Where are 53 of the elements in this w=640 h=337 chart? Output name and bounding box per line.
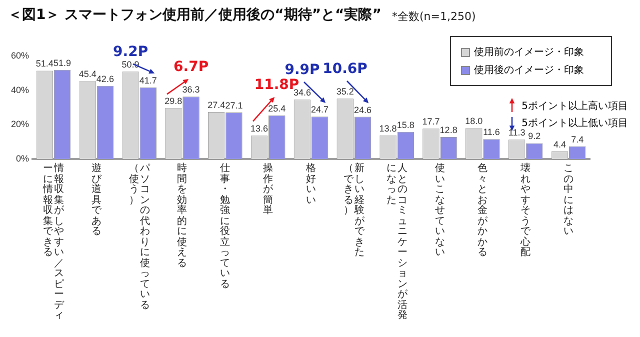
- data-label: 24.7: [311, 104, 329, 115]
- data-label: 51.4: [36, 58, 54, 69]
- x-tick-label: 操作が簡単: [263, 163, 274, 216]
- category-label: 新しい経験ができた（できる）: [343, 163, 364, 258]
- x-tick-label: この中にはない: [564, 163, 574, 237]
- data-label: 50.9: [122, 60, 140, 70]
- data-label: 13.8: [379, 123, 397, 134]
- data-label: 11.6: [483, 127, 500, 138]
- category-label: パソコンの代わりに使っている（使う）: [128, 163, 150, 310]
- chart-title: ＜図1＞ スマートフォン使用前／使用後の“期待”と“実際”: [8, 6, 382, 24]
- data-label: 15.8: [396, 120, 414, 130]
- data-label: 9.2: [528, 131, 541, 142]
- annotation: 9.2P: [113, 44, 148, 60]
- chart-subtitle: *全数(n=1,250): [392, 9, 476, 24]
- data-label: 7.4: [571, 134, 584, 144]
- data-label: 27.4: [208, 100, 226, 110]
- category-label: 使いこなせていない: [434, 163, 445, 258]
- data-label: 12.8: [440, 125, 458, 136]
- legend-label: 使用前のイメージ・印象: [473, 46, 585, 59]
- annotation: 9.9P: [284, 62, 320, 78]
- annotation: 5ポイント以上高い項目: [520, 100, 628, 113]
- category-label: 情報収集がしやすい／スピーディーに情報収集できる: [42, 163, 64, 321]
- data-label: 18.0: [465, 116, 483, 126]
- category-label: 壊れやすそうで心配: [520, 163, 531, 258]
- legend-label: 使用後のイメージ・印象: [473, 64, 585, 77]
- annotation: 5ポイント以上低い項目: [520, 116, 628, 129]
- x-tick-label: 格好いい: [306, 163, 316, 206]
- data-label: 27.1: [225, 100, 243, 110]
- data-label: 29.8: [164, 96, 182, 106]
- y-tick-label: 0%: [16, 153, 30, 164]
- category-label: 色々とお金がかかる: [478, 163, 488, 258]
- x-tick-label: 遊び道具である: [91, 163, 102, 237]
- data-label: 51.9: [54, 58, 72, 68]
- category-label: 人とのコミュニケーションが活発になった: [386, 163, 408, 321]
- data-label: 34.6: [293, 88, 311, 98]
- data-label: 24.6: [354, 104, 372, 115]
- category-label: 仕事・勉強に役立っている: [220, 163, 230, 290]
- data-label: 11.3: [508, 128, 526, 138]
- y-tick-label: 40%: [11, 84, 30, 95]
- annotation: 6.7P: [174, 58, 209, 75]
- y-tick-label: 20%: [11, 119, 30, 130]
- data-label: 45.4: [78, 69, 96, 80]
- annotation: 10.6P: [322, 60, 368, 77]
- y-tick-label: 60%: [11, 50, 30, 60]
- category-label: 時間を効率的に使える: [177, 163, 188, 268]
- data-label: 35.2: [336, 86, 354, 97]
- data-label: 13.6: [250, 124, 268, 134]
- data-label: 41.7: [139, 75, 157, 86]
- data-label: 25.4: [268, 103, 286, 114]
- data-label: 4.4: [553, 139, 566, 150]
- data-label: 42.6: [96, 74, 114, 84]
- data-label: 17.7: [422, 116, 440, 127]
- data-label: 36.3: [182, 84, 200, 95]
